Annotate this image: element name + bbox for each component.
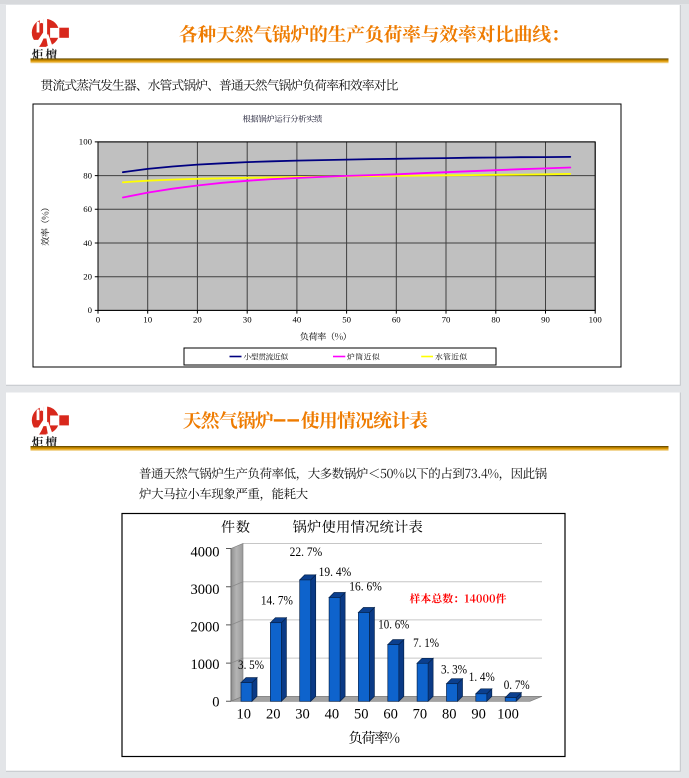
svg-text:40: 40 (83, 238, 92, 248)
svg-text:19. 4%: 19. 4% (319, 564, 352, 579)
svg-text:22. 7%: 22. 7% (290, 544, 323, 559)
svg-text:80: 80 (491, 314, 500, 324)
svg-text:80: 80 (442, 707, 457, 723)
svg-text:0: 0 (88, 305, 93, 315)
svg-text:7. 1%: 7. 1% (413, 635, 439, 650)
svg-text:60: 60 (392, 314, 401, 324)
svg-text:14. 7%: 14. 7% (261, 593, 293, 608)
svg-text:50: 50 (354, 707, 369, 723)
svg-text:50: 50 (342, 314, 351, 324)
svg-text:90: 90 (541, 314, 550, 324)
svg-text:10: 10 (143, 314, 152, 324)
svg-text:4000: 4000 (191, 545, 220, 561)
svg-text:2000: 2000 (191, 620, 220, 636)
svg-text:80: 80 (83, 170, 92, 180)
svg-text:70: 70 (413, 707, 428, 723)
svg-text:60: 60 (383, 707, 398, 723)
svg-text:3. 5%: 3. 5% (238, 657, 264, 672)
svg-text:60: 60 (83, 204, 92, 214)
svg-text:100: 100 (79, 137, 93, 147)
svg-text:1000: 1000 (191, 657, 220, 673)
svg-text:100: 100 (589, 314, 603, 324)
svg-text:0: 0 (212, 695, 219, 711)
svg-text:100: 100 (497, 707, 519, 723)
svg-text:10: 10 (237, 707, 252, 723)
svg-text:20: 20 (83, 272, 92, 282)
svg-text:0: 0 (96, 314, 101, 324)
svg-text:16. 6%: 16. 6% (349, 579, 382, 594)
svg-text:70: 70 (442, 314, 451, 324)
svg-text:3000: 3000 (191, 582, 220, 598)
svg-text:90: 90 (471, 707, 486, 723)
svg-text:30: 30 (243, 314, 252, 324)
svg-text:20: 20 (193, 314, 202, 324)
svg-text:20: 20 (266, 707, 281, 723)
svg-text:1. 4%: 1. 4% (469, 669, 495, 684)
svg-text:30: 30 (295, 707, 310, 723)
svg-text:0. 7%: 0. 7% (504, 677, 530, 692)
svg-text:40: 40 (325, 707, 340, 723)
svg-text:10. 6%: 10. 6% (378, 617, 409, 632)
svg-text:40: 40 (293, 314, 302, 324)
svg-text:3. 3%: 3. 3% (441, 661, 467, 676)
